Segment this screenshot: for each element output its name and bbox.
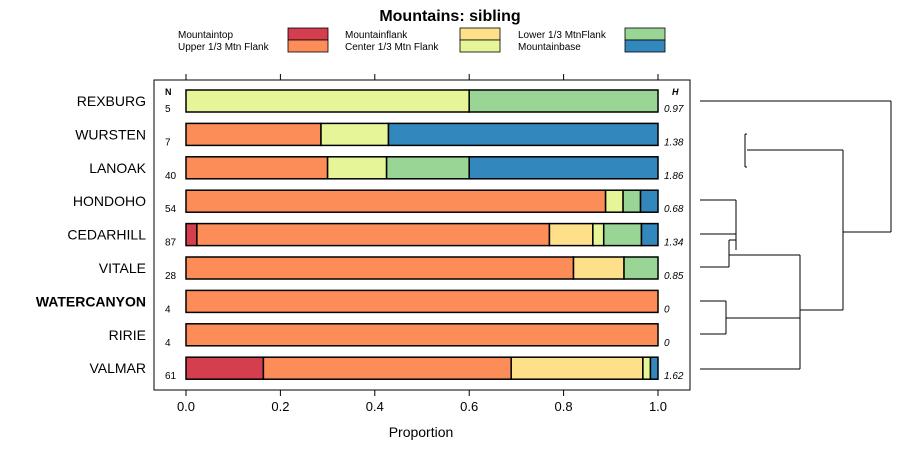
n-value-valmar: 61 xyxy=(165,371,177,382)
h-value-wursten: 1.38 xyxy=(664,137,684,148)
bar-segment-lanoak-center-1-3-mtn-flank xyxy=(326,156,388,180)
x-axis-title: Proportion xyxy=(389,424,454,440)
row-label-lanoak: LANOAK xyxy=(89,160,146,176)
row-label-wursten: WURSTEN xyxy=(75,126,146,142)
bar-row-ririe xyxy=(185,323,659,347)
h-value-cedarhill: 1.34 xyxy=(664,238,684,249)
legend-swatch-center-1-3-mtn-flank xyxy=(459,39,501,53)
h-value-rexburg: 0.97 xyxy=(664,104,684,115)
x-tick-label-0: 0.0 xyxy=(177,399,195,414)
bar-segment-watercanyon-upper-1-3-mtn-flank xyxy=(185,289,659,314)
legend-swatch-mountainbase xyxy=(624,39,666,53)
bar-segment-vitale-lower-1-3-mtnflank xyxy=(623,256,659,280)
h-value-lanoak: 1.86 xyxy=(664,171,684,182)
bar-row-rexburg xyxy=(185,89,659,113)
h-value-hondoho: 0.68 xyxy=(664,204,684,215)
row-label-rexburg: REXBURG xyxy=(77,93,146,109)
x-tick-label-2: 0.4 xyxy=(366,399,384,414)
bar-segment-hondoho-upper-1-3-mtn-flank xyxy=(185,189,607,213)
bar-segment-cedarhill-upper-1-3-mtn-flank xyxy=(196,222,551,247)
bar-segment-valmar-mountaintop xyxy=(185,356,265,380)
x-tick-label-5: 1.0 xyxy=(649,399,667,414)
legend-label-mountainbase: Mountainbase xyxy=(518,42,581,53)
legend-swatch-mountainflank xyxy=(459,27,501,41)
bar-segment-hondoho-mountainbase xyxy=(639,189,659,213)
legend-label-upper-1-3-mtn-flank: Upper 1/3 Mtn Flank xyxy=(178,42,270,53)
bar-segment-lanoak-mountainbase xyxy=(468,156,659,180)
legend-swatch-lower-1-3-mtnflank xyxy=(624,27,666,41)
n-value-vitale: 28 xyxy=(165,271,177,282)
n-value-rexburg: 5 xyxy=(165,104,171,115)
h-value-watercanyon: 0 xyxy=(664,304,670,315)
row-label-cedarhill: CEDARHILL xyxy=(67,227,146,243)
bar-segment-cedarhill-mountaintop xyxy=(185,222,198,247)
bar-row-vitale xyxy=(185,256,659,280)
n-value-cedarhill: 87 xyxy=(165,238,177,249)
bar-segment-valmar-mountainbase xyxy=(649,356,659,380)
bar-segment-valmar-upper-1-3-mtn-flank xyxy=(262,356,512,380)
bars xyxy=(185,89,659,380)
bar-segment-wursten-mountainbase xyxy=(387,122,659,147)
bar-row-cedarhill xyxy=(185,222,659,247)
plot-frame xyxy=(153,79,691,391)
n-value-hondoho: 54 xyxy=(165,204,177,215)
bar-segment-vitale-mountainflank xyxy=(572,256,625,280)
x-tick-label-4: 0.8 xyxy=(555,399,573,414)
bar-segment-rexburg-lower-1-3-mtnflank xyxy=(468,89,659,113)
legend-label-mountaintop: Mountaintop xyxy=(178,30,233,41)
x-tick-label-1: 0.2 xyxy=(271,399,289,414)
x-tick-label-3: 0.6 xyxy=(460,399,478,414)
dendrogram xyxy=(700,100,892,370)
row-label-hondoho: HONDOHO xyxy=(73,193,146,209)
bar-segment-lanoak-upper-1-3-mtn-flank xyxy=(185,156,329,180)
h-value-vitale: 0.85 xyxy=(664,271,684,282)
legend-label-lower-1-3-mtnflank: Lower 1/3 MtnFlank xyxy=(518,30,607,41)
bar-row-hondoho xyxy=(185,189,659,213)
legend-label-center-1-3-mtn-flank: Center 1/3 Mtn Flank xyxy=(345,42,439,53)
bar-segment-hondoho-center-1-3-mtn-flank xyxy=(604,189,624,213)
bar-segment-valmar-mountainflank xyxy=(510,356,644,380)
bar-segment-cedarhill-lower-1-3-mtnflank xyxy=(602,222,643,247)
h-value-ririe: 0 xyxy=(664,338,670,349)
n-value-lanoak: 40 xyxy=(165,171,177,182)
bar-segment-wursten-upper-1-3-mtn-flank xyxy=(185,122,322,147)
bar-segment-valmar-center-1-3-mtn-flank xyxy=(642,356,652,380)
x-axis: 0.0 0.2 0.4 0.6 0.8 1.0 xyxy=(177,74,667,414)
bar-segment-vitale-upper-1-3-mtn-flank xyxy=(185,256,575,280)
bar-segment-cedarhill-center-1-3-mtn-flank xyxy=(592,222,605,247)
bar-row-lanoak xyxy=(185,156,659,180)
n-value-wursten: 7 xyxy=(165,137,171,148)
bar-segment-wursten-center-1-3-mtn-flank xyxy=(320,122,390,147)
bar-segment-hondoho-lower-1-3-mtnflank xyxy=(622,189,642,213)
row-label-ririe: RIRIE xyxy=(109,327,146,343)
n-value-watercanyon: 4 xyxy=(165,304,171,315)
bar-row-valmar xyxy=(185,356,659,380)
legend-swatch-upper-1-3-mtn-flank xyxy=(287,39,329,53)
n-value-ririe: 4 xyxy=(165,338,171,349)
legend-swatch-mountaintop xyxy=(287,27,329,41)
bar-row-watercanyon xyxy=(185,289,659,314)
h-column-header: H xyxy=(672,87,679,97)
h-value-valmar: 1.62 xyxy=(664,371,684,382)
bar-row-wursten xyxy=(185,122,659,147)
bar-segment-cedarhill-mountainbase xyxy=(640,222,659,247)
n-column-header: N xyxy=(165,87,172,97)
bar-segment-ririe-upper-1-3-mtn-flank xyxy=(185,323,659,347)
bar-segment-lanoak-lower-1-3-mtnflank xyxy=(385,156,470,180)
row-label-watercanyon: WATERCANYON xyxy=(36,293,146,309)
legend-label-mountainflank: Mountainflank xyxy=(345,30,408,41)
bar-segment-rexburg-center-1-3-mtn-flank xyxy=(185,89,470,113)
row-label-valmar: VALMAR xyxy=(89,360,146,376)
chart-title: Mountains: sibling xyxy=(379,8,520,25)
bar-segment-cedarhill-mountainflank xyxy=(548,222,594,247)
row-label-vitale: VITALE xyxy=(99,260,146,276)
